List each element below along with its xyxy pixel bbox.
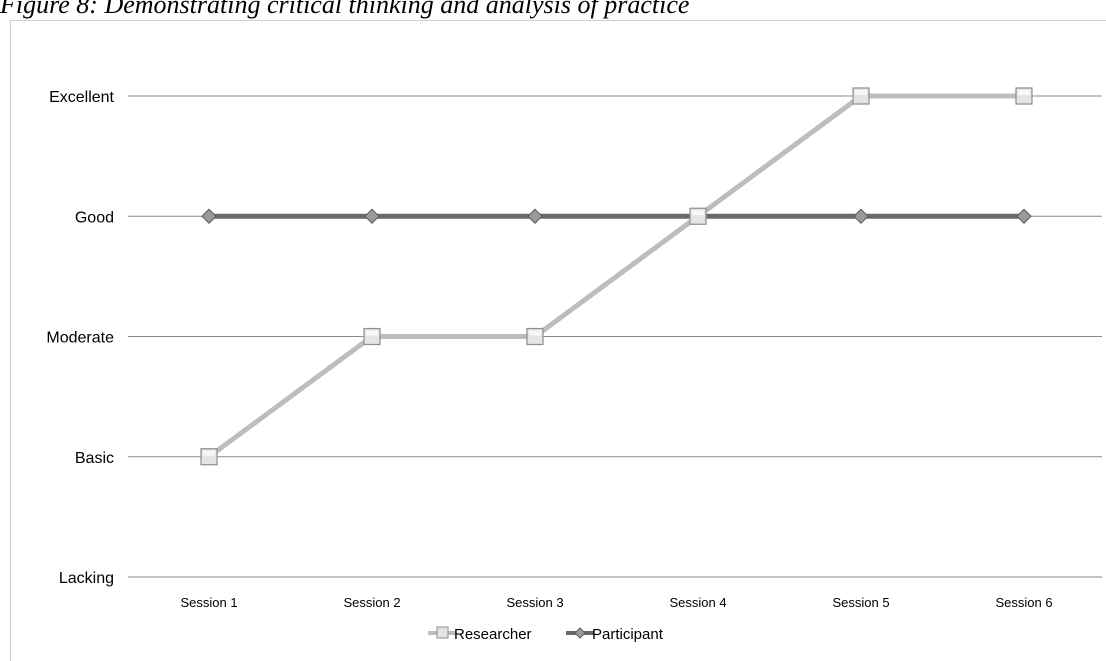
legend-square-marker <box>436 626 449 639</box>
x-tick-label: Session 2 <box>343 595 400 610</box>
square-marker-highlight <box>529 330 541 336</box>
y-tick-label: Moderate <box>46 330 114 347</box>
participant-point <box>1016 208 1032 224</box>
participant-point <box>527 208 543 224</box>
y-tick-label: Lacking <box>59 570 114 587</box>
researcher-point <box>526 327 544 346</box>
participant-point <box>201 208 217 224</box>
x-tick-label: Session 6 <box>995 595 1052 610</box>
legend-label: Participant <box>592 626 664 643</box>
square-marker-highlight <box>366 330 378 336</box>
series-lines <box>200 87 1033 466</box>
square-marker-highlight <box>1018 90 1030 95</box>
y-tick-label: Basic <box>75 450 114 467</box>
x-tick-labels: Session 1 Session 2 Session 3 Session 4 Sess… <box>180 595 1052 610</box>
researcher-point <box>200 448 218 466</box>
participant-point <box>853 208 869 224</box>
square-marker-highlight <box>692 210 704 216</box>
participant-point <box>364 208 380 224</box>
x-tick-label: Session 1 <box>180 595 237 610</box>
square-marker-highlight <box>203 450 215 456</box>
legend-item-participant: Participant <box>566 626 664 643</box>
y-tick-label: Good <box>75 209 114 226</box>
square-marker-highlight <box>855 90 867 95</box>
researcher-point <box>1015 87 1033 105</box>
series-line-researcher <box>207 93 1024 459</box>
chart-frame <box>10 20 1106 661</box>
researcher-point <box>689 207 707 225</box>
legend: Researcher Participant <box>428 626 664 643</box>
researcher-point <box>363 327 381 346</box>
y-tick-labels: Lacking Basic Moderate Good Excellent <box>46 89 114 587</box>
x-tick-label: Session 5 <box>832 595 889 610</box>
legend-label: Researcher <box>454 626 532 643</box>
researcher-point <box>852 87 870 105</box>
legend-diamond-marker <box>574 627 586 639</box>
x-tick-label: Session 3 <box>506 595 563 610</box>
x-tick-label: Session 4 <box>669 595 726 610</box>
legend-item-researcher: Researcher <box>428 626 532 643</box>
gridlines <box>128 95 1102 578</box>
figure-caption: Figure 8: Demonstrating critical thinkin… <box>0 0 690 19</box>
y-tick-label: Excellent <box>49 89 114 106</box>
